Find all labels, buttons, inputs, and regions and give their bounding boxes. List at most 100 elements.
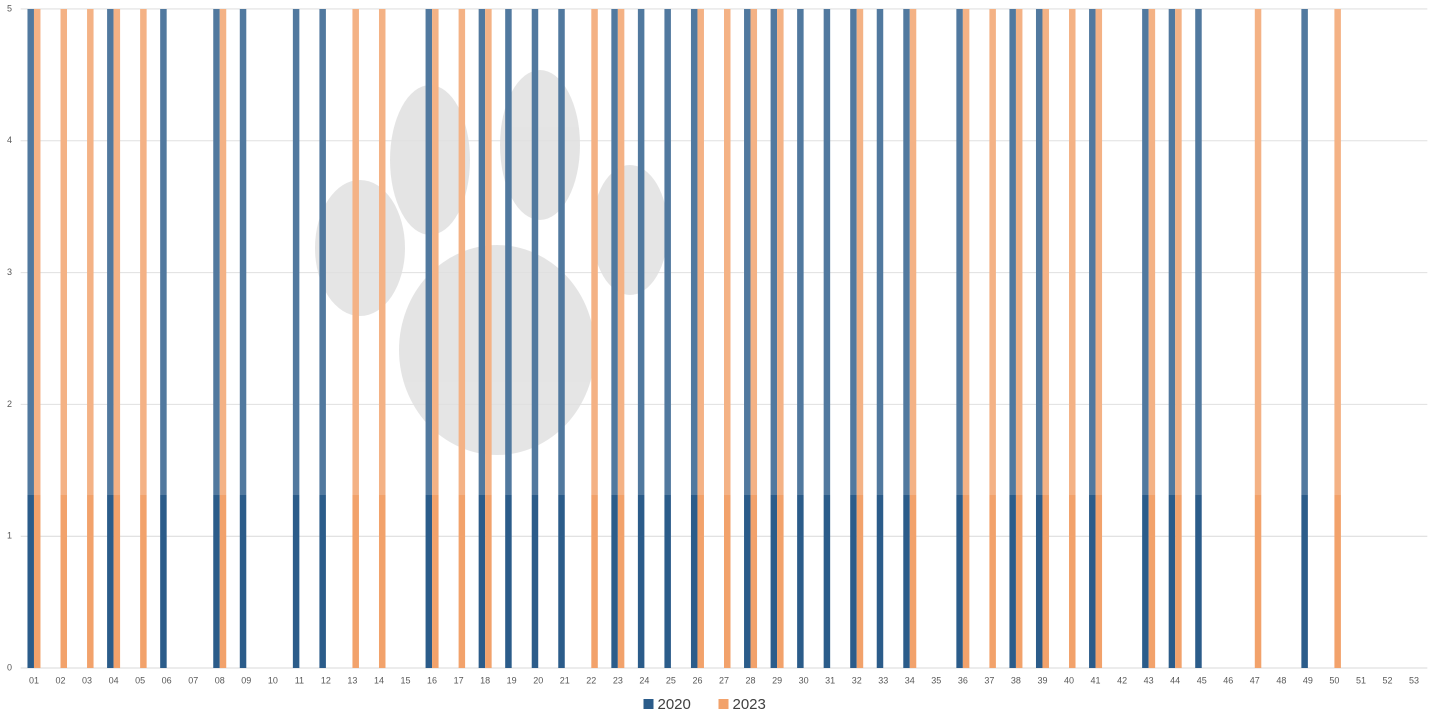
x-tick-label: 32 xyxy=(852,675,862,685)
bar xyxy=(909,9,917,668)
bar xyxy=(591,9,598,668)
x-tick-label: 22 xyxy=(586,675,596,685)
y-tick-label: 2 xyxy=(7,399,12,409)
x-tick-label: 25 xyxy=(666,675,676,685)
legend-swatch xyxy=(643,699,654,709)
x-tick-label: 36 xyxy=(958,675,968,685)
watermark-overlay xyxy=(20,9,1428,495)
watermark xyxy=(315,70,668,455)
bar xyxy=(1042,9,1049,668)
x-tick-label: 31 xyxy=(825,675,835,685)
x-tick-label: 43 xyxy=(1144,675,1154,685)
bar xyxy=(87,9,94,668)
bar xyxy=(611,9,618,668)
x-tick-label: 30 xyxy=(799,675,809,685)
x-tick-label: 49 xyxy=(1303,675,1313,685)
bar xyxy=(1195,9,1202,668)
x-tick-label: 16 xyxy=(427,675,437,685)
x-tick-label: 42 xyxy=(1117,675,1127,685)
bar xyxy=(1095,9,1103,668)
y-tick-label: 1 xyxy=(7,531,12,541)
x-tick-label: 18 xyxy=(480,675,490,685)
bar xyxy=(989,9,996,668)
bar xyxy=(876,9,884,668)
x-tick-label: 13 xyxy=(347,675,357,685)
bar xyxy=(558,9,565,668)
bar xyxy=(1148,9,1156,668)
bar xyxy=(485,9,492,668)
x-tick-label: 39 xyxy=(1037,675,1047,685)
bar xyxy=(770,9,778,668)
bar xyxy=(378,9,386,668)
bar xyxy=(319,9,326,668)
x-tick-label: 40 xyxy=(1064,675,1074,685)
bar xyxy=(690,9,698,668)
bar xyxy=(60,9,68,668)
x-tick-label: 41 xyxy=(1091,675,1101,685)
x-tick-label: 17 xyxy=(454,675,464,685)
bar xyxy=(213,9,220,668)
bar xyxy=(1009,9,1016,668)
x-tick-label: 02 xyxy=(56,675,66,685)
bar xyxy=(823,9,831,668)
legend-swatch xyxy=(718,699,729,709)
x-tick-label: 38 xyxy=(1011,675,1021,685)
x-tick-label: 14 xyxy=(374,675,384,685)
bar xyxy=(1015,9,1023,668)
x-tick-label: 20 xyxy=(533,675,543,685)
x-tick-label: 45 xyxy=(1197,675,1207,685)
bar xyxy=(425,9,433,668)
x-tick-label: 10 xyxy=(268,675,278,685)
bar xyxy=(160,9,167,668)
x-tick-label: 21 xyxy=(560,675,570,685)
bar xyxy=(239,9,247,668)
bar xyxy=(1334,9,1341,668)
x-tick-label: 52 xyxy=(1382,675,1392,685)
bar xyxy=(458,9,466,668)
bar xyxy=(856,9,864,668)
bar xyxy=(750,9,758,668)
bar xyxy=(637,9,645,668)
bar xyxy=(797,9,804,668)
y-tick-label: 5 xyxy=(7,3,12,13)
x-tick-label: 29 xyxy=(772,675,782,685)
y-tick-label: 3 xyxy=(7,267,12,277)
x-tick-label: 44 xyxy=(1170,675,1180,685)
bar xyxy=(1254,9,1262,668)
bar xyxy=(850,9,857,668)
bar xyxy=(617,9,625,668)
x-tick-label: 48 xyxy=(1276,675,1286,685)
x-tick-label: 35 xyxy=(931,675,941,685)
bar xyxy=(1069,9,1076,668)
bar xyxy=(1089,9,1096,668)
legend-label: 2023 xyxy=(733,696,766,713)
bar xyxy=(1301,9,1308,668)
x-tick-label: 33 xyxy=(878,675,888,685)
bar xyxy=(219,9,227,668)
bar xyxy=(903,9,910,668)
x-tick-label: 46 xyxy=(1223,675,1233,685)
bar xyxy=(33,9,41,668)
y-tick-label: 0 xyxy=(7,662,12,672)
bar xyxy=(724,9,731,668)
bar xyxy=(1175,9,1182,668)
bar xyxy=(744,9,751,668)
legend-label: 2020 xyxy=(658,696,691,713)
bar xyxy=(432,9,439,668)
x-tick-label: 50 xyxy=(1329,675,1339,685)
x-tick-label: 06 xyxy=(162,675,172,685)
x-tick-label: 23 xyxy=(613,675,623,685)
x-tick-label: 05 xyxy=(135,675,145,685)
x-tick-label: 11 xyxy=(295,675,304,685)
x-tick-label: 37 xyxy=(984,675,994,685)
x-tick-label: 03 xyxy=(82,675,92,685)
y-tick-label: 4 xyxy=(7,135,12,145)
bar xyxy=(107,9,114,668)
bar xyxy=(140,9,147,668)
bar xyxy=(1142,9,1149,668)
bar xyxy=(1168,9,1176,668)
x-tick-label: 51 xyxy=(1356,675,1366,685)
bar xyxy=(113,9,121,668)
x-tick-label: 07 xyxy=(188,675,198,685)
